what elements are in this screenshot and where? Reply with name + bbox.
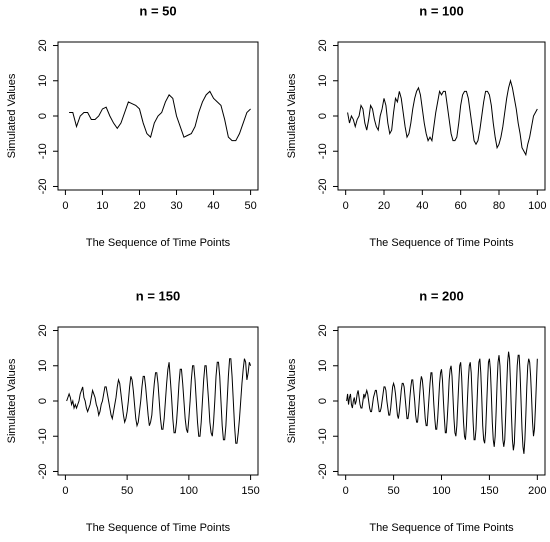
y-tick-label: -20 xyxy=(317,464,329,480)
y-tick-label: -20 xyxy=(317,179,329,195)
series-line xyxy=(347,78,538,157)
y-tick-label: 20 xyxy=(37,324,49,336)
y-tick-label: -10 xyxy=(37,428,49,444)
x-tick-label: 20 xyxy=(133,200,145,212)
x-tick-label: 30 xyxy=(170,200,182,212)
x-tick-label: 50 xyxy=(387,485,399,497)
x-axis-label: The Sequence of Time Points xyxy=(86,522,231,534)
x-tick-label: 0 xyxy=(62,200,68,212)
panel-title: n = 150 xyxy=(136,288,180,303)
series-line xyxy=(69,90,251,142)
x-tick-label: 50 xyxy=(121,485,133,497)
x-tick-label: 0 xyxy=(343,200,349,212)
y-tick-label: 20 xyxy=(317,324,329,336)
y-tick-label: -20 xyxy=(37,464,49,480)
x-tick-label: 40 xyxy=(416,200,428,212)
y-tick-label: 0 xyxy=(37,398,49,404)
x-tick-label: 40 xyxy=(207,200,219,212)
x-tick-label: 80 xyxy=(493,200,505,212)
panel-title: n = 100 xyxy=(419,3,463,18)
y-tick-label: 10 xyxy=(37,360,49,372)
y-tick-label: 10 xyxy=(317,360,329,372)
x-tick-label: 10 xyxy=(96,200,108,212)
x-tick-label: 0 xyxy=(62,485,68,497)
y-tick-label: -10 xyxy=(317,143,329,159)
x-tick-label: 150 xyxy=(480,485,498,497)
y-tick-label: 0 xyxy=(317,113,329,119)
y-tick-label: 20 xyxy=(37,39,49,51)
series-line xyxy=(346,351,538,454)
x-tick-label: 60 xyxy=(455,200,467,212)
x-axis-label: The Sequence of Time Points xyxy=(369,237,514,249)
y-tick-label: -10 xyxy=(317,428,329,444)
y-tick-label: 0 xyxy=(317,398,329,404)
series-line xyxy=(66,358,252,444)
y-axis-label: Simulated Values xyxy=(286,358,298,443)
y-tick-label: -20 xyxy=(37,179,49,195)
x-tick-label: 0 xyxy=(343,485,349,497)
plot-box xyxy=(57,326,259,476)
y-axis-label: Simulated Values xyxy=(6,358,18,443)
x-tick-label: 200 xyxy=(528,485,546,497)
x-tick-label: 100 xyxy=(528,200,546,212)
x-tick-label: 100 xyxy=(432,485,450,497)
x-axis-label: The Sequence of Time Points xyxy=(369,522,514,534)
panel-title: n = 50 xyxy=(139,3,176,18)
y-tick-label: 10 xyxy=(37,75,49,87)
y-axis-label: Simulated Values xyxy=(286,73,298,158)
panel-title: n = 200 xyxy=(419,288,463,303)
y-tick-label: 10 xyxy=(317,75,329,87)
x-tick-label: 50 xyxy=(244,200,256,212)
y-tick-label: 20 xyxy=(317,39,329,51)
x-axis-label: The Sequence of Time Points xyxy=(86,237,231,249)
x-tick-label: 100 xyxy=(180,485,198,497)
y-tick-label: -10 xyxy=(37,143,49,159)
y-axis-label: Simulated Values xyxy=(6,73,18,158)
x-tick-label: 20 xyxy=(378,200,390,212)
y-tick-label: 0 xyxy=(37,113,49,119)
x-tick-label: 150 xyxy=(241,485,259,497)
